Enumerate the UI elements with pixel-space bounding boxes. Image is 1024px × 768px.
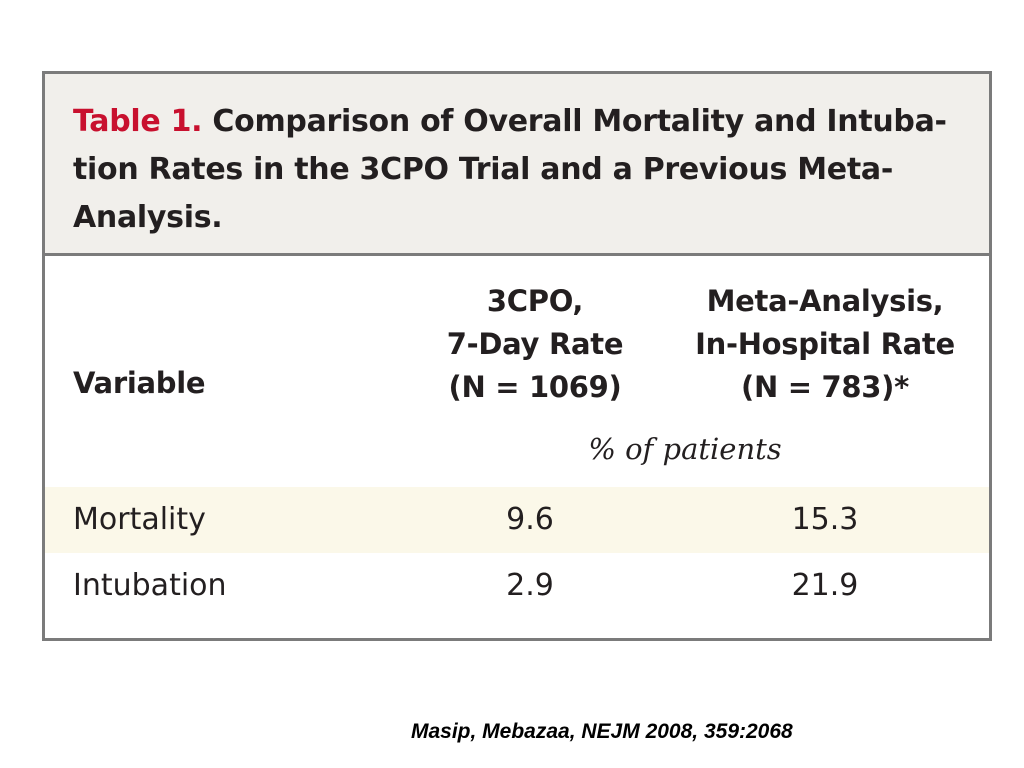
- cell-meta-analysis: 21.9: [791, 568, 859, 603]
- column-header-3cpo: 3CPO, 7-Day Rate (N = 1069): [385, 280, 685, 409]
- row-label: Intubation: [73, 568, 227, 603]
- table-title: Table 1. Comparison of Overall Mortality…: [73, 98, 953, 242]
- row-label: Mortality: [73, 502, 206, 537]
- cell-meta-analysis: 15.3: [791, 502, 859, 537]
- cell-3cpo: 2.9: [506, 568, 554, 603]
- column-header-meta-line-1: Meta-Analysis,: [706, 284, 944, 318]
- column-header-meta-line-3: (N = 783)*: [741, 370, 909, 404]
- table-title-line-3: Analysis.: [73, 200, 223, 235]
- cell-3cpo: 9.6: [506, 502, 554, 537]
- column-header-meta-line-2: In-Hospital Rate: [695, 327, 955, 361]
- data-table: Table 1. Comparison of Overall Mortality…: [42, 71, 992, 641]
- units-label: % of patients: [588, 432, 782, 466]
- column-header-3cpo-line-3: (N = 1069): [448, 370, 622, 404]
- table-row: Mortality 9.6 15.3: [45, 487, 989, 553]
- table-label: Table 1.: [73, 104, 203, 139]
- table-row: Intubation 2.9 21.9: [45, 553, 989, 619]
- column-header-3cpo-line-1: 3CPO,: [486, 284, 584, 318]
- citation: Masip, Mebazaa, NEJM 2008, 359:2068: [411, 720, 793, 743]
- table-title-band: Table 1. Comparison of Overall Mortality…: [45, 74, 989, 256]
- column-header-3cpo-line-2: 7-Day Rate: [446, 327, 624, 361]
- column-header-meta-analysis: Meta-Analysis, In-Hospital Rate (N = 783…: [665, 280, 985, 409]
- table-title-line-1: Comparison of Overall Mortality and Intu…: [212, 104, 947, 139]
- column-header-variable: Variable: [73, 366, 206, 400]
- table-title-line-2: tion Rates in the 3CPO Trial and a Previ…: [73, 152, 893, 187]
